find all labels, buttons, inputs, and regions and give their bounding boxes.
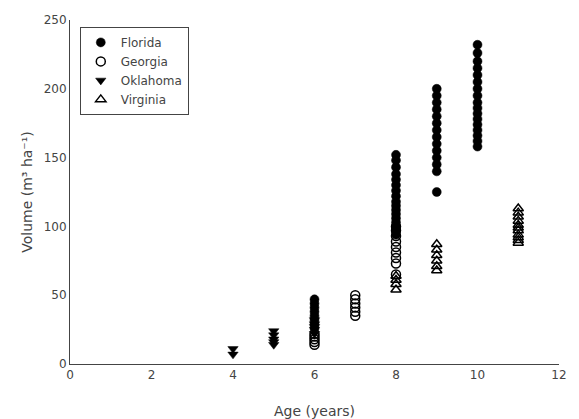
svg-text:250: 250	[44, 13, 67, 27]
svg-text:0: 0	[66, 368, 74, 382]
svg-text:Age (years): Age (years)	[274, 403, 355, 419]
svg-text:10: 10	[470, 368, 485, 382]
svg-text:50: 50	[51, 288, 66, 302]
svg-text:12: 12	[551, 368, 566, 382]
svg-text:8: 8	[392, 368, 400, 382]
svg-text:100: 100	[44, 220, 67, 234]
svg-text:Volume (m³ ha⁻¹): Volume (m³ ha⁻¹)	[19, 131, 35, 253]
svg-text:6: 6	[311, 368, 319, 382]
svg-text:Oklahoma: Oklahoma	[121, 74, 182, 88]
svg-text:0: 0	[59, 357, 67, 371]
svg-text:200: 200	[44, 82, 67, 96]
svg-text:150: 150	[44, 151, 67, 165]
svg-text:2: 2	[148, 368, 156, 382]
svg-text:Florida: Florida	[121, 36, 162, 50]
svg-text:Georgia: Georgia	[121, 55, 168, 69]
svg-text:Virginia: Virginia	[121, 93, 166, 107]
svg-text:4: 4	[229, 368, 237, 382]
